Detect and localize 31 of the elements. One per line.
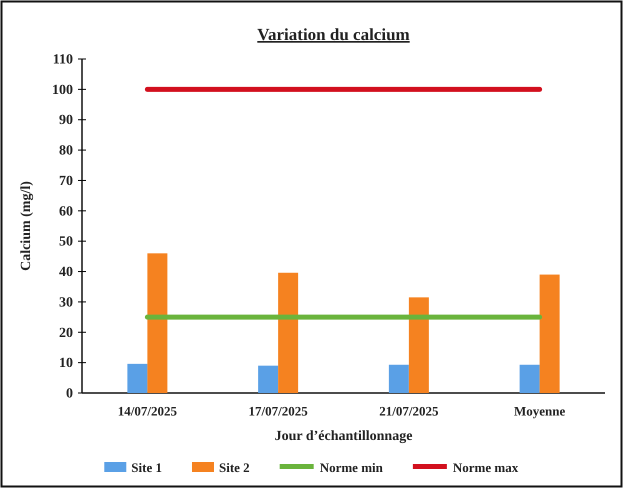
x-tick-label: Moyenne [514, 404, 566, 418]
y-tick-label: 10 [59, 356, 73, 372]
bar [258, 366, 278, 393]
y-tick-label: 100 [52, 82, 73, 98]
legend-label: Site 2 [218, 460, 250, 475]
y-axis-title: Calcium (mg/l) [19, 180, 34, 271]
bar [408, 297, 429, 393]
y-tick-label: 90 [59, 113, 73, 128]
y-tick-label: 80 [59, 144, 73, 159]
y-tick-label: 70 [59, 174, 73, 189]
chart-title: Variation du calcium [257, 25, 410, 44]
y-tick-label: 20 [59, 326, 73, 341]
legend-label: Norme min [320, 460, 384, 475]
x-tick-label: 21/07/2025 [379, 404, 439, 418]
bar [520, 364, 540, 393]
y-tick-label: 40 [59, 265, 73, 280]
x-tick-label: 14/07/2025 [118, 404, 178, 418]
bar [278, 272, 298, 393]
legend-label: Norme max [452, 460, 519, 475]
y-tick-label: 0 [66, 386, 73, 402]
y-tick-label: 30 [59, 295, 73, 310]
bar [540, 274, 560, 393]
y-tick-label: 50 [59, 234, 73, 250]
bar [388, 364, 409, 393]
y-tick-label: 60 [59, 204, 73, 220]
bar [127, 364, 148, 393]
x-axis-title: Jour d’échantillonnage [274, 429, 412, 444]
bar [147, 253, 168, 393]
x-tick-label: 17/07/2025 [248, 404, 308, 418]
y-tick-label: 110 [52, 52, 73, 68]
legend-label: Site 1 [131, 460, 162, 475]
